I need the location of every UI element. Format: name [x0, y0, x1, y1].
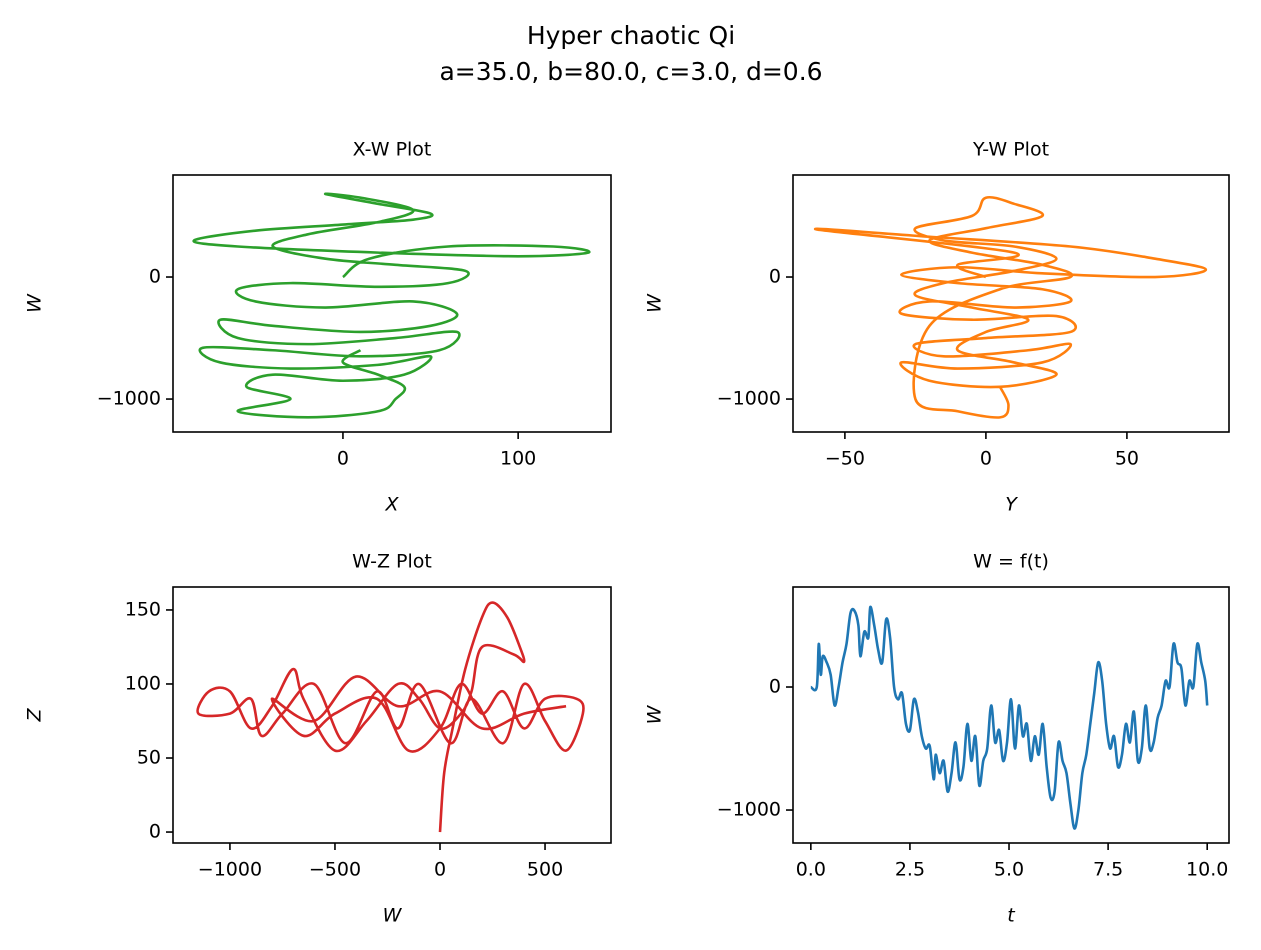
x-tick-label: −1000 — [198, 859, 262, 881]
data-line — [196, 601, 585, 833]
y-axis-label: W — [644, 293, 666, 313]
figure-subtitle: a=35.0, b=80.0, c=3.0, d=0.6 — [439, 57, 822, 86]
x-tick-label: −50 — [825, 448, 865, 470]
data-line — [192, 192, 591, 419]
x-tick-label: 0 — [337, 448, 349, 470]
y-tick-label: −1000 — [717, 388, 781, 410]
axes-title: Y-W Plot — [972, 139, 1049, 161]
x-tick-label: 10.0 — [1186, 859, 1228, 881]
y-axis-label: W — [644, 704, 666, 724]
axes-title: W = f(t) — [973, 551, 1049, 573]
x-tick-label: 100 — [500, 448, 536, 470]
axes-frame — [792, 586, 1230, 844]
x-axis-label: W — [383, 905, 403, 927]
axes-frame — [172, 174, 612, 433]
x-tick-label: 500 — [527, 859, 563, 881]
x-tick-label: 50 — [1115, 448, 1139, 470]
y-tick-label: 0 — [769, 266, 781, 288]
x-axis-label: Y — [1005, 494, 1018, 516]
y-tick-label: 0 — [149, 266, 161, 288]
data-line — [813, 195, 1208, 419]
x-tick-label: −500 — [309, 859, 361, 881]
x-tick-label: 0 — [980, 448, 992, 470]
x-tick-label: 7.5 — [1093, 859, 1123, 881]
y-axis-label: W — [24, 293, 46, 313]
y-tick-label: −1000 — [717, 799, 781, 821]
axes-frame — [172, 586, 612, 844]
y-tick-label: 0 — [769, 676, 781, 698]
y-tick-label: 150 — [125, 598, 161, 620]
x-axis-label: X — [384, 494, 399, 516]
x-tick-label: 0.0 — [796, 859, 826, 881]
figure-title: Hyper chaotic Qi — [527, 21, 735, 50]
x-axis-label: t — [1007, 905, 1016, 927]
x-tick-label: 5.0 — [994, 859, 1024, 881]
y-axis-label: Z — [24, 708, 46, 723]
axes-title: X-W Plot — [353, 139, 432, 161]
y-tick-label: 50 — [137, 747, 161, 769]
axes-frame — [792, 174, 1230, 433]
y-tick-label: 100 — [125, 672, 161, 694]
y-tick-label: 0 — [149, 821, 161, 843]
axes-title: W-Z Plot — [352, 551, 432, 573]
y-tick-label: −1000 — [97, 388, 161, 410]
data-line — [810, 605, 1209, 830]
x-tick-label: 2.5 — [895, 859, 925, 881]
x-tick-label: 0 — [434, 859, 446, 881]
